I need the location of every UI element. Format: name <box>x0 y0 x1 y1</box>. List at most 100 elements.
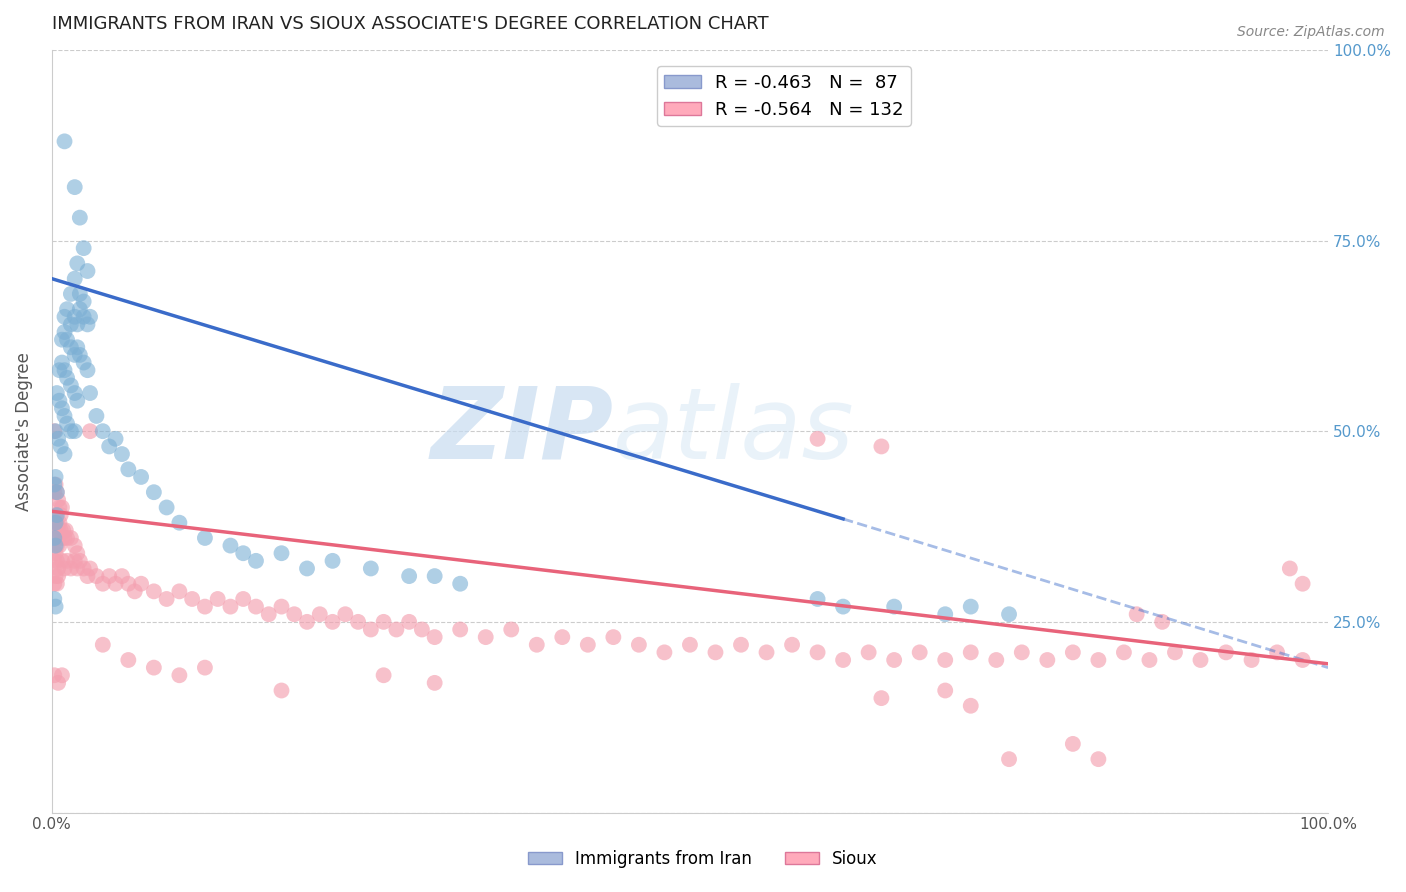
Point <box>44 516 66 530</box>
Point <box>1215 645 1237 659</box>
Point <box>986 653 1008 667</box>
Point <box>91 424 114 438</box>
Point <box>56 333 79 347</box>
Point <box>423 630 446 644</box>
Point <box>53 447 76 461</box>
Point <box>45 531 67 545</box>
Point <box>53 561 76 575</box>
Point <box>998 607 1021 622</box>
Point <box>385 623 408 637</box>
Point <box>66 393 89 408</box>
Point <box>295 561 318 575</box>
Point <box>66 546 89 560</box>
Point <box>98 569 121 583</box>
Point <box>373 615 395 629</box>
Point <box>124 584 146 599</box>
Point <box>76 569 98 583</box>
Point <box>44 592 66 607</box>
Text: ZIP: ZIP <box>430 383 613 480</box>
Point <box>411 623 433 637</box>
Point <box>551 630 574 644</box>
Point <box>48 393 70 408</box>
Point <box>63 386 86 401</box>
Point <box>1112 645 1135 659</box>
Point <box>45 539 67 553</box>
Point <box>69 211 91 225</box>
Point <box>51 668 73 682</box>
Point <box>1164 645 1187 659</box>
Point <box>934 683 956 698</box>
Point <box>181 592 204 607</box>
Point <box>1265 645 1288 659</box>
Point <box>129 576 152 591</box>
Point <box>63 310 86 324</box>
Point <box>45 516 67 530</box>
Point <box>48 539 70 553</box>
Point <box>322 554 344 568</box>
Point <box>51 401 73 416</box>
Point <box>53 310 76 324</box>
Point <box>91 638 114 652</box>
Point <box>270 683 292 698</box>
Point <box>59 340 82 354</box>
Point <box>44 531 66 545</box>
Point <box>53 363 76 377</box>
Point <box>111 569 134 583</box>
Point <box>883 653 905 667</box>
Point <box>79 310 101 324</box>
Point <box>335 607 357 622</box>
Point <box>45 508 67 522</box>
Point <box>501 623 523 637</box>
Point <box>117 462 139 476</box>
Point <box>59 378 82 392</box>
Point <box>53 531 76 545</box>
Point <box>1291 653 1313 667</box>
Point <box>806 432 828 446</box>
Point <box>934 653 956 667</box>
Point <box>45 485 67 500</box>
Point <box>1087 752 1109 766</box>
Point <box>76 318 98 332</box>
Y-axis label: Associate's Degree: Associate's Degree <box>15 351 32 510</box>
Point <box>73 561 96 575</box>
Point <box>63 424 86 438</box>
Point <box>1062 737 1084 751</box>
Point <box>56 531 79 545</box>
Point <box>232 546 254 560</box>
Point <box>602 630 624 644</box>
Point <box>347 615 370 629</box>
Point <box>45 485 67 500</box>
Point <box>423 569 446 583</box>
Point <box>49 439 72 453</box>
Point <box>908 645 931 659</box>
Point <box>46 524 69 538</box>
Point <box>51 333 73 347</box>
Point <box>245 554 267 568</box>
Point <box>1011 645 1033 659</box>
Point <box>56 371 79 385</box>
Point <box>156 592 179 607</box>
Point <box>73 241 96 255</box>
Point <box>91 576 114 591</box>
Point <box>45 576 67 591</box>
Point <box>66 561 89 575</box>
Point <box>129 470 152 484</box>
Point <box>219 539 242 553</box>
Point <box>373 668 395 682</box>
Point <box>79 424 101 438</box>
Point <box>79 386 101 401</box>
Point <box>832 653 855 667</box>
Point <box>858 645 880 659</box>
Point <box>44 554 66 568</box>
Point <box>111 447 134 461</box>
Point <box>806 645 828 659</box>
Point <box>526 638 548 652</box>
Point <box>1125 607 1147 622</box>
Point <box>142 660 165 674</box>
Point <box>59 424 82 438</box>
Point <box>322 615 344 629</box>
Point <box>194 660 217 674</box>
Point <box>46 432 69 446</box>
Point <box>52 524 75 538</box>
Point <box>270 546 292 560</box>
